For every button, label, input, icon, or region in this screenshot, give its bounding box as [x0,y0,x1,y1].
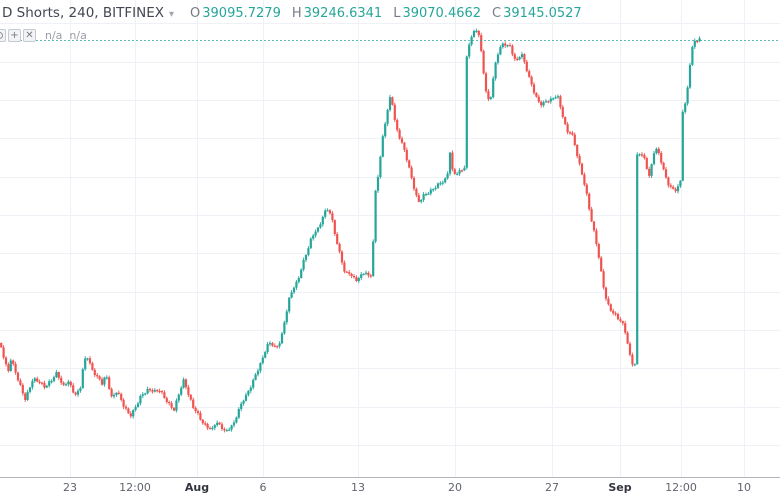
time-axis-label: 27 [545,481,559,494]
high-label: H [291,6,302,21]
high-value: 39246.6341 [303,6,383,21]
ohlc-high: H 39246.6341 [292,5,382,21]
indicator-value-2: n/a [69,29,87,42]
indicator-value-1: n/a [45,29,63,42]
indicator-legend: + ✕ n/a n/a [0,29,87,42]
time-axis-label: 10 [737,481,751,494]
time-axis[interactable]: 23 12:00 Aug 6 13 20 27 Sep 12:00 10 [0,478,780,500]
open-label: O [190,6,201,21]
time-axis-label: 20 [448,481,462,494]
symbol-title[interactable]: D Shorts, 240, BITFINEX [2,5,164,21]
ohlc-close: C 39145.0527 [492,5,582,21]
add-indicator-icon[interactable]: + [8,29,21,42]
ohlc-open: O 39095.7279 [190,5,281,21]
low-value: 39070.4662 [402,6,482,21]
time-axis-label: 13 [351,481,365,494]
time-axis-label: 12:00 [119,481,151,494]
time-axis-label: Sep [608,481,632,494]
eye-icon [0,32,3,39]
time-axis-label: Aug [184,481,210,494]
ohlc-readout: O 39095.7279 H 39246.6341 L 39070.4662 C 391… [190,5,593,21]
ohlc-low: L 39070.4662 [393,5,481,21]
time-axis-label: 6 [259,481,267,494]
time-axis-label: 12:00 [665,481,697,494]
close-label: C [492,6,502,21]
visibility-toggle-icon[interactable] [0,29,6,42]
low-label: L [393,6,401,21]
time-axis-label: 23 [63,481,77,494]
remove-indicator-icon[interactable]: ✕ [23,29,36,42]
symbol-dropdown-caret[interactable]: ▾ [169,9,175,20]
close-value: 39145.0527 [503,6,582,21]
open-value: 39095.7279 [202,6,281,21]
